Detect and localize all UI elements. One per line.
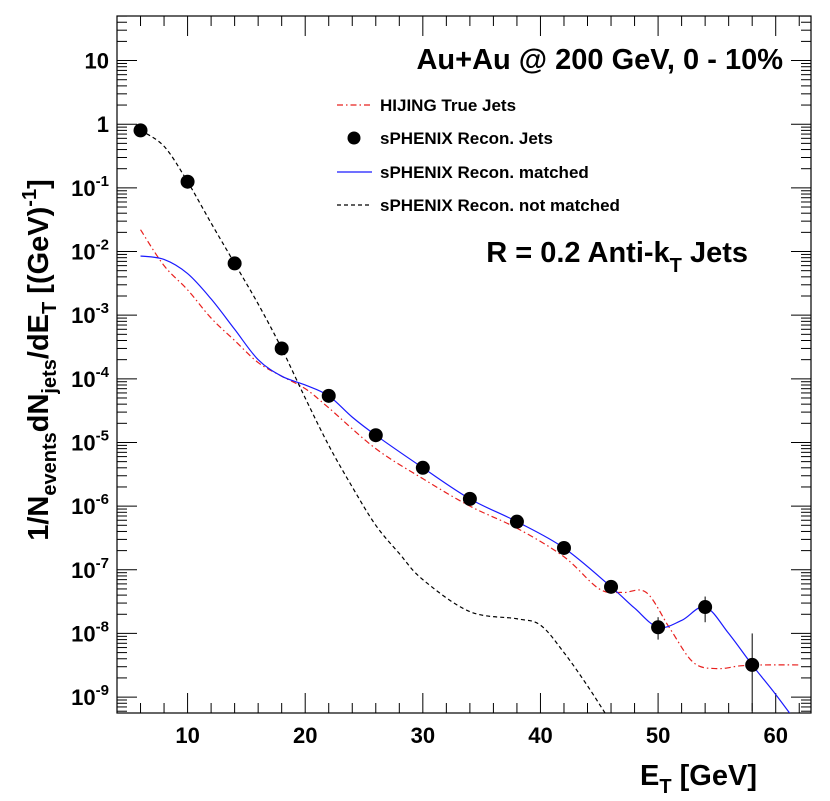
x-axis-title: ET [GeV] [640,760,757,798]
x-tick-label: 40 [528,723,552,748]
data-point-recon-jets [133,123,148,138]
data-point-recon-jets [321,388,336,403]
y-tick-label: 10-4 [71,364,109,392]
plot-frame [116,15,812,714]
series-line-dash-dot [140,229,800,670]
y-tick-label: 10-1 [71,173,109,201]
legend-label-matched: sPHENIX Recon. matched [380,163,589,182]
x-tick-label: 30 [411,723,435,748]
y-tick-label: 10-3 [71,300,109,328]
data-point-recon-jets [509,514,524,529]
y-tick-label: 10 [85,49,109,74]
y-tick-label: 10-9 [71,682,109,710]
data-point-recon-jets [274,341,289,356]
y-tick-label: 10-8 [71,618,109,646]
data-point-recon-jets [604,579,619,594]
y-tick-label: 1 [97,112,109,137]
x-tick-label: 50 [646,723,670,748]
data-point-recon-jets [368,428,383,443]
data-point-recon-jets [462,491,477,506]
data-point-recon-jets [415,460,430,475]
chart-subtitle: R = 0.2 Anti-kT Jets [486,237,748,277]
series-markers [133,123,760,712]
chart-title: Au+Au @ 200 GeV, 0 - 10% [416,44,783,76]
legend-label-not-matched: sPHENIX Recon. not matched [380,196,620,215]
plot-area [116,15,812,714]
legend-swatch-recon-jets [347,131,361,145]
x-tick-label: 10 [175,723,199,748]
legend-label-hijing: HIJING True Jets [380,96,516,115]
data-point-recon-jets [651,620,666,635]
legend-label-recon-jets: sPHENIX Recon. Jets [380,129,553,148]
data-point-recon-jets [180,174,195,189]
y-tick-label: 10-5 [71,427,109,455]
axis-ticks [117,15,811,713]
y-tick-label: 10-7 [71,555,109,583]
y-tick-label: 10-2 [71,237,109,265]
y-axis-title: 1/NeventsdNjets/dET [(GeV)-1] [19,179,61,541]
data-point-recon-jets [698,600,713,615]
data-point-recon-jets [227,256,242,271]
data-point-recon-jets [745,657,760,672]
tick-labels: 10 20 30 40 50 60 10 1 10-1 10-2 10-3 10-4 10-5 10-6 1… [71,49,788,748]
x-tick-label: 20 [293,723,317,748]
data-point-recon-jets [556,540,571,555]
legend: HIJING True Jets sPHENIX Recon. Jets sPH… [337,96,620,215]
x-tick-label: 60 [763,723,787,748]
y-tick-label: 10-6 [71,491,109,519]
